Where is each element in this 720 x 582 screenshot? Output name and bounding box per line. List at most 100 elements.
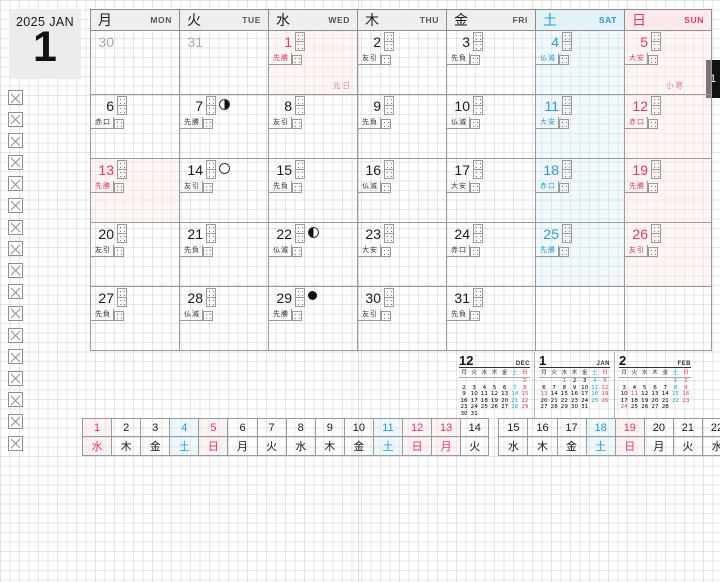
mini-day-cell[interactable]: 27 bbox=[501, 404, 509, 411]
dot-grid-note-box[interactable] bbox=[473, 288, 483, 307]
x-checkbox-icon[interactable] bbox=[8, 111, 23, 127]
mini-day-cell[interactable]: 10 bbox=[470, 391, 478, 398]
dot-grid-note-box[interactable] bbox=[114, 310, 124, 321]
dot-grid-note-box[interactable] bbox=[114, 182, 124, 193]
mini-day-cell[interactable]: 18 bbox=[630, 397, 638, 404]
day-cell-empty[interactable] bbox=[624, 287, 712, 351]
day-cell-20[interactable]: 20友引大寒 bbox=[90, 223, 179, 287]
day-cell-16[interactable]: 16 仏滅 bbox=[357, 159, 446, 223]
mini-day-cell[interactable]: 28 bbox=[511, 404, 519, 411]
dot-grid-note-box[interactable] bbox=[117, 96, 127, 115]
dot-grid-note-box[interactable] bbox=[203, 118, 213, 129]
mini-day-cell[interactable]: 10 bbox=[620, 391, 628, 398]
dot-grid-note-box[interactable] bbox=[384, 288, 394, 307]
day-cell-12[interactable]: 12 赤口 bbox=[624, 95, 712, 159]
mini-day-cell[interactable]: 20 bbox=[501, 397, 509, 404]
month-side-tab[interactable]: 1 bbox=[706, 60, 720, 98]
mini-day-cell[interactable]: 1 bbox=[523, 378, 527, 385]
mini-day-cell[interactable]: 26 bbox=[601, 397, 609, 404]
dot-grid-note-box[interactable] bbox=[381, 182, 391, 193]
dot-grid-note-box[interactable] bbox=[206, 160, 216, 179]
dot-grid-note-box[interactable] bbox=[559, 54, 569, 65]
day-cell-31[interactable]: 31 bbox=[179, 31, 268, 95]
mini-day-cell[interactable]: 12 bbox=[490, 391, 499, 398]
day-cell-4[interactable]: 4 仏滅 bbox=[535, 31, 624, 95]
mini-day-cell[interactable]: 18 bbox=[591, 391, 599, 398]
mini-day-cell[interactable]: 11 bbox=[480, 391, 488, 398]
mini-day-cell[interactable]: 7 bbox=[663, 384, 668, 391]
mini-day-cell[interactable]: 4 bbox=[482, 384, 487, 391]
mini-day-cell[interactable]: 21 bbox=[511, 397, 519, 404]
x-checkbox-icon[interactable] bbox=[8, 133, 23, 149]
mini-day-cell[interactable]: 8 bbox=[673, 384, 678, 391]
mini-day-cell[interactable]: 19 bbox=[490, 397, 499, 404]
mini-day-cell[interactable]: 19 bbox=[641, 397, 649, 404]
day-cell-3[interactable]: 3 先負 bbox=[446, 31, 535, 95]
dot-grid-note-box[interactable] bbox=[384, 224, 394, 243]
dot-grid-note-box[interactable] bbox=[473, 160, 483, 179]
mini-day-cell[interactable]: 27 bbox=[540, 404, 548, 411]
mini-day-cell[interactable]: 13 bbox=[651, 391, 659, 398]
x-checkbox-icon[interactable] bbox=[8, 327, 23, 343]
dot-grid-note-box[interactable] bbox=[381, 54, 391, 65]
day-cell-25[interactable]: 25 先勝 bbox=[535, 223, 624, 287]
dot-grid-note-box[interactable] bbox=[292, 182, 302, 193]
mini-day-cell[interactable]: 4 bbox=[592, 378, 597, 385]
dot-grid-note-box[interactable] bbox=[206, 224, 216, 243]
mini-day-cell[interactable]: 23 bbox=[682, 397, 690, 404]
day-cell-6[interactable]: 6 赤口 bbox=[90, 95, 179, 159]
mini-day-cell[interactable]: 7 bbox=[512, 384, 517, 391]
dot-grid-note-box[interactable] bbox=[203, 310, 213, 321]
dot-grid-note-box[interactable] bbox=[562, 160, 572, 179]
x-checkbox-icon[interactable] bbox=[8, 435, 23, 451]
day-cell-22[interactable]: 22 仏滅 bbox=[268, 223, 357, 287]
mini-day-cell[interactable]: 19 bbox=[601, 391, 609, 398]
mini-day-cell[interactable]: 9 bbox=[684, 384, 688, 391]
dot-grid-note-box[interactable] bbox=[203, 182, 213, 193]
mini-day-cell[interactable]: 26 bbox=[490, 404, 499, 411]
mini-day-cell[interactable]: 17 bbox=[620, 397, 628, 404]
mini-day-cell[interactable]: 14 bbox=[511, 391, 519, 398]
mini-day-cell[interactable]: 5 bbox=[642, 384, 647, 391]
dot-grid-note-box[interactable] bbox=[470, 54, 480, 65]
dot-grid-note-box[interactable] bbox=[292, 118, 302, 129]
x-checkbox-icon[interactable] bbox=[8, 262, 23, 278]
x-checkbox-icon[interactable] bbox=[8, 154, 23, 170]
x-checkbox-icon[interactable] bbox=[8, 349, 23, 365]
day-cell-23[interactable]: 23 大安 bbox=[357, 223, 446, 287]
mini-calendar-dec[interactable]: 12 DEC 月火水木金土日 1 2 3 4 5 6 7 8 9 10 11 12 13 14 15 16 17 18 1… bbox=[455, 352, 535, 418]
dot-grid-note-box[interactable] bbox=[470, 118, 480, 129]
dot-grid-note-box[interactable] bbox=[562, 32, 572, 51]
dot-grid-note-box[interactable] bbox=[381, 310, 391, 321]
day-cell-28[interactable]: 28 仏滅 bbox=[179, 287, 268, 351]
x-checkbox-icon[interactable] bbox=[8, 413, 23, 429]
dot-grid-note-box[interactable] bbox=[651, 96, 661, 115]
mini-day-cell[interactable]: 28 bbox=[550, 404, 558, 411]
day-cell-30[interactable]: 30 bbox=[90, 31, 179, 95]
x-checkbox-icon[interactable] bbox=[8, 90, 23, 105]
strip-day-21[interactable]: 21 火 bbox=[672, 418, 702, 456]
mini-day-cell[interactable]: 1 bbox=[673, 378, 678, 385]
x-checkbox-icon[interactable] bbox=[8, 305, 23, 321]
mini-day-cell[interactable]: 15 bbox=[560, 391, 568, 398]
dot-grid-note-box[interactable] bbox=[651, 32, 661, 51]
mini-day-cell[interactable]: 31 bbox=[470, 411, 478, 418]
mini-day-cell[interactable]: 26 bbox=[641, 404, 649, 411]
dot-grid-note-box[interactable] bbox=[470, 246, 480, 257]
day-cell-24[interactable]: 24 赤口 bbox=[446, 223, 535, 287]
day-cell-27[interactable]: 27 先負 bbox=[90, 287, 179, 351]
day-cell-18[interactable]: 18 赤口 bbox=[535, 159, 624, 223]
day-cell-10[interactable]: 10 仏滅 bbox=[446, 95, 535, 159]
mini-day-cell[interactable]: 12 bbox=[641, 391, 649, 398]
mini-day-cell[interactable]: 15 bbox=[671, 391, 680, 398]
day-cell-26[interactable]: 26 友引 bbox=[624, 223, 712, 287]
day-cell-2[interactable]: 2 友引 bbox=[357, 31, 446, 95]
mini-day-cell[interactable]: 3 bbox=[472, 384, 476, 391]
day-cell-14[interactable]: 14 友引 bbox=[179, 159, 268, 223]
